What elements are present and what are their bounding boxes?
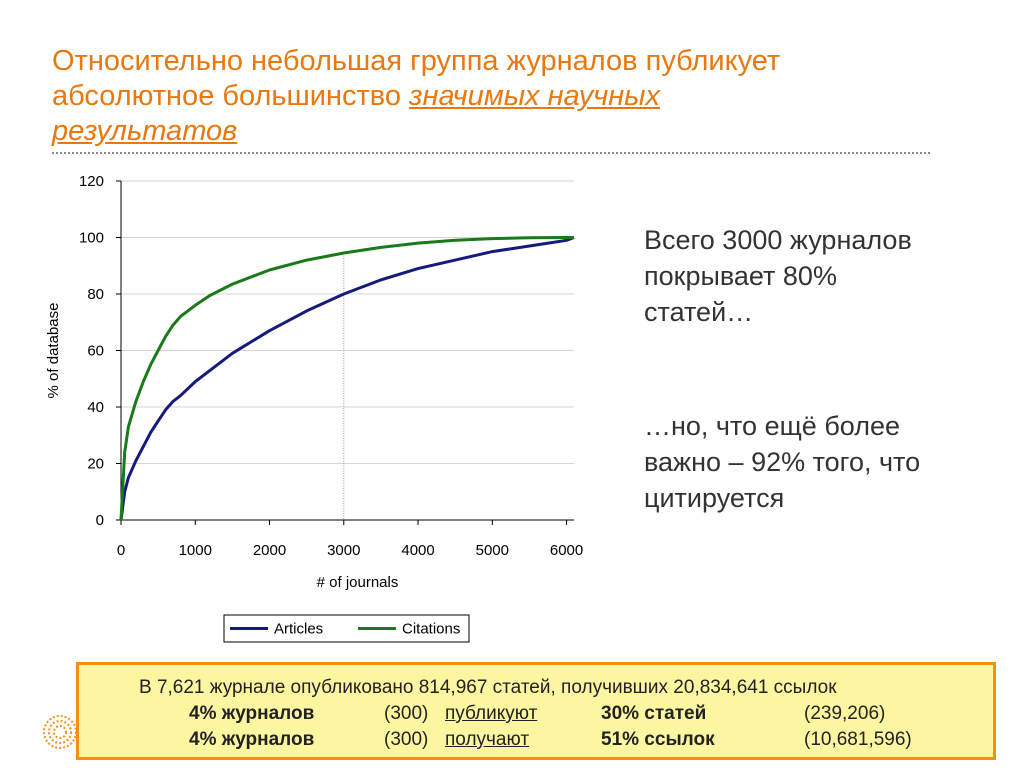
statistics-summary: В 7,621 журнале опубликовано 814,967 ста… <box>139 677 837 698</box>
publisher-logo-icon <box>43 715 77 749</box>
title-line-2-emphasis: значимых научных <box>409 80 661 112</box>
x-axis-title: # of journals <box>317 574 399 591</box>
row-1-metric: 30% статей <box>601 703 707 724</box>
x-tick-label: 4000 <box>401 542 434 559</box>
title-line-2: абсолютное большинство значимых научных <box>52 79 952 114</box>
title-line-3-emphasis: результатов <box>52 115 238 147</box>
row-2-verb: получают <box>445 729 530 750</box>
x-tick-label: 2000 <box>253 542 286 559</box>
statistics-box: В 7,621 журнале опубликовано 814,967 ста… <box>76 662 996 760</box>
legend-label-citations: Citations <box>402 621 460 638</box>
side-note-articles-line: статей… <box>644 297 754 327</box>
row-1-count: (300) <box>384 703 429 724</box>
y-tick-label: 100 <box>79 230 104 247</box>
y-axis-title: % of database <box>45 303 62 399</box>
row-1-share: 4% журналов <box>189 703 315 724</box>
y-tick-label: 60 <box>87 343 104 360</box>
row-1-amount: (239,206) <box>804 703 886 724</box>
row-2-amount: (10,681,596) <box>804 729 912 750</box>
title-line-2-plain: абсолютное большинство <box>52 80 401 112</box>
series-line-articles <box>119 236 575 521</box>
y-tick-label: 120 <box>79 173 104 190</box>
row-2-metric: 51% ссылок <box>601 729 715 750</box>
slide-title: Относительно небольшая группа журналов п… <box>52 44 952 149</box>
series-line-citations <box>119 236 574 521</box>
side-note-citations-line: важно – 92% того, что <box>644 447 921 477</box>
side-note-articles: Всего 3000 журналов покрывает 80% статей… <box>644 222 984 330</box>
row-2-count: (300) <box>384 729 429 750</box>
y-tick-label: 20 <box>87 456 104 473</box>
row-1-verb: публикуют <box>445 703 538 724</box>
title-divider <box>52 152 930 154</box>
x-tick-label: 3000 <box>327 542 360 559</box>
y-tick-label: 40 <box>87 399 104 416</box>
side-note-citations-line: цитируется <box>644 483 785 513</box>
x-tick-label: 5000 <box>476 542 509 559</box>
side-note-articles-line: покрывает 80% <box>644 261 837 291</box>
side-note-articles-line: Всего 3000 журналов <box>644 225 912 255</box>
legend-label-articles: Articles <box>274 621 323 638</box>
x-tick-label: 1000 <box>179 542 212 559</box>
side-note-citations-line: …но, что ещё более <box>644 411 900 441</box>
x-tick-label: 6000 <box>550 542 583 559</box>
title-line-3: результатов <box>52 114 952 149</box>
coverage-line-chart: 0 20 40 60 80 100 120 0 1000 2000 3000 4000 5000 6000… <box>45 173 583 643</box>
row-2-share: 4% журналов <box>189 729 315 750</box>
y-tick-label: 80 <box>87 286 104 303</box>
x-tick-label: 0 <box>117 542 125 559</box>
title-line-1: Относительно небольшая группа журналов п… <box>52 45 781 77</box>
side-note-citations: …но, что ещё более важно – 92% того, что… <box>644 408 984 516</box>
y-tick-label: 0 <box>96 512 104 529</box>
